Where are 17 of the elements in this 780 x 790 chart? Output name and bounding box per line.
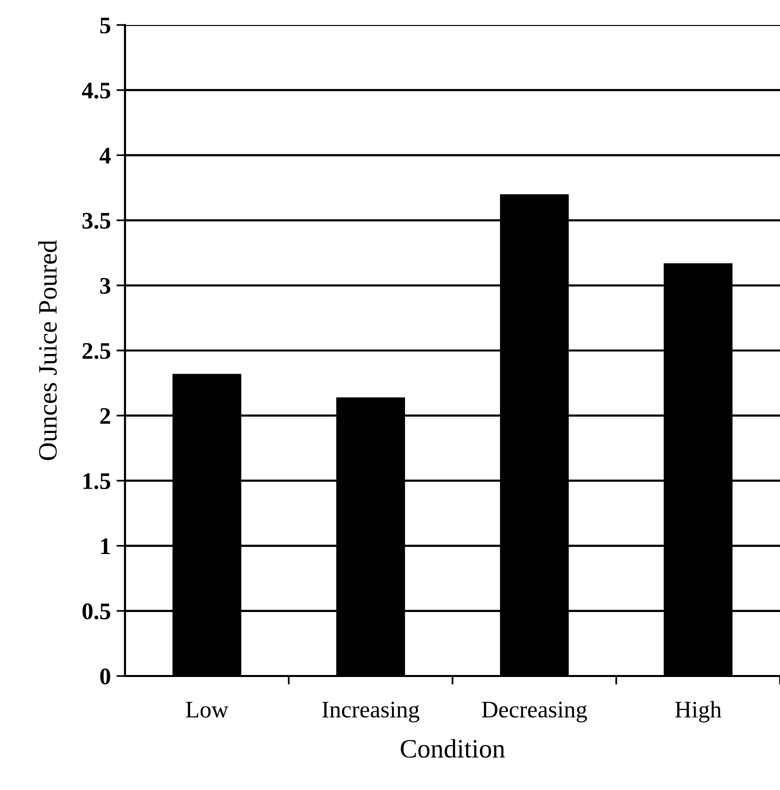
x-tick-label: Decreasing	[482, 702, 588, 722]
y-axis-title: Ounces Juice Poured	[38, 240, 57, 460]
y-tick-label: 2	[100, 408, 110, 424]
y-tick-label: 4.5	[82, 82, 110, 99]
y-tick-label: 0.5	[82, 603, 110, 620]
x-tick-label: Low	[186, 702, 228, 718]
y-tick-label: 4	[100, 148, 111, 164]
x-tick-label: High	[675, 701, 722, 722]
y-tick-label: 3	[100, 278, 110, 294]
x-tick-label: Increasing	[322, 702, 420, 722]
y-tick-label: 1	[101, 538, 110, 554]
y-tick-label: 0	[100, 668, 110, 684]
x-axis-title: Condition	[400, 739, 505, 758]
y-tick-label: 5	[100, 18, 110, 34]
y-tick-label: 2.5	[82, 343, 110, 360]
y-tick-label: 3.5	[82, 212, 110, 229]
y-tick-label: 1.5	[83, 473, 110, 490]
